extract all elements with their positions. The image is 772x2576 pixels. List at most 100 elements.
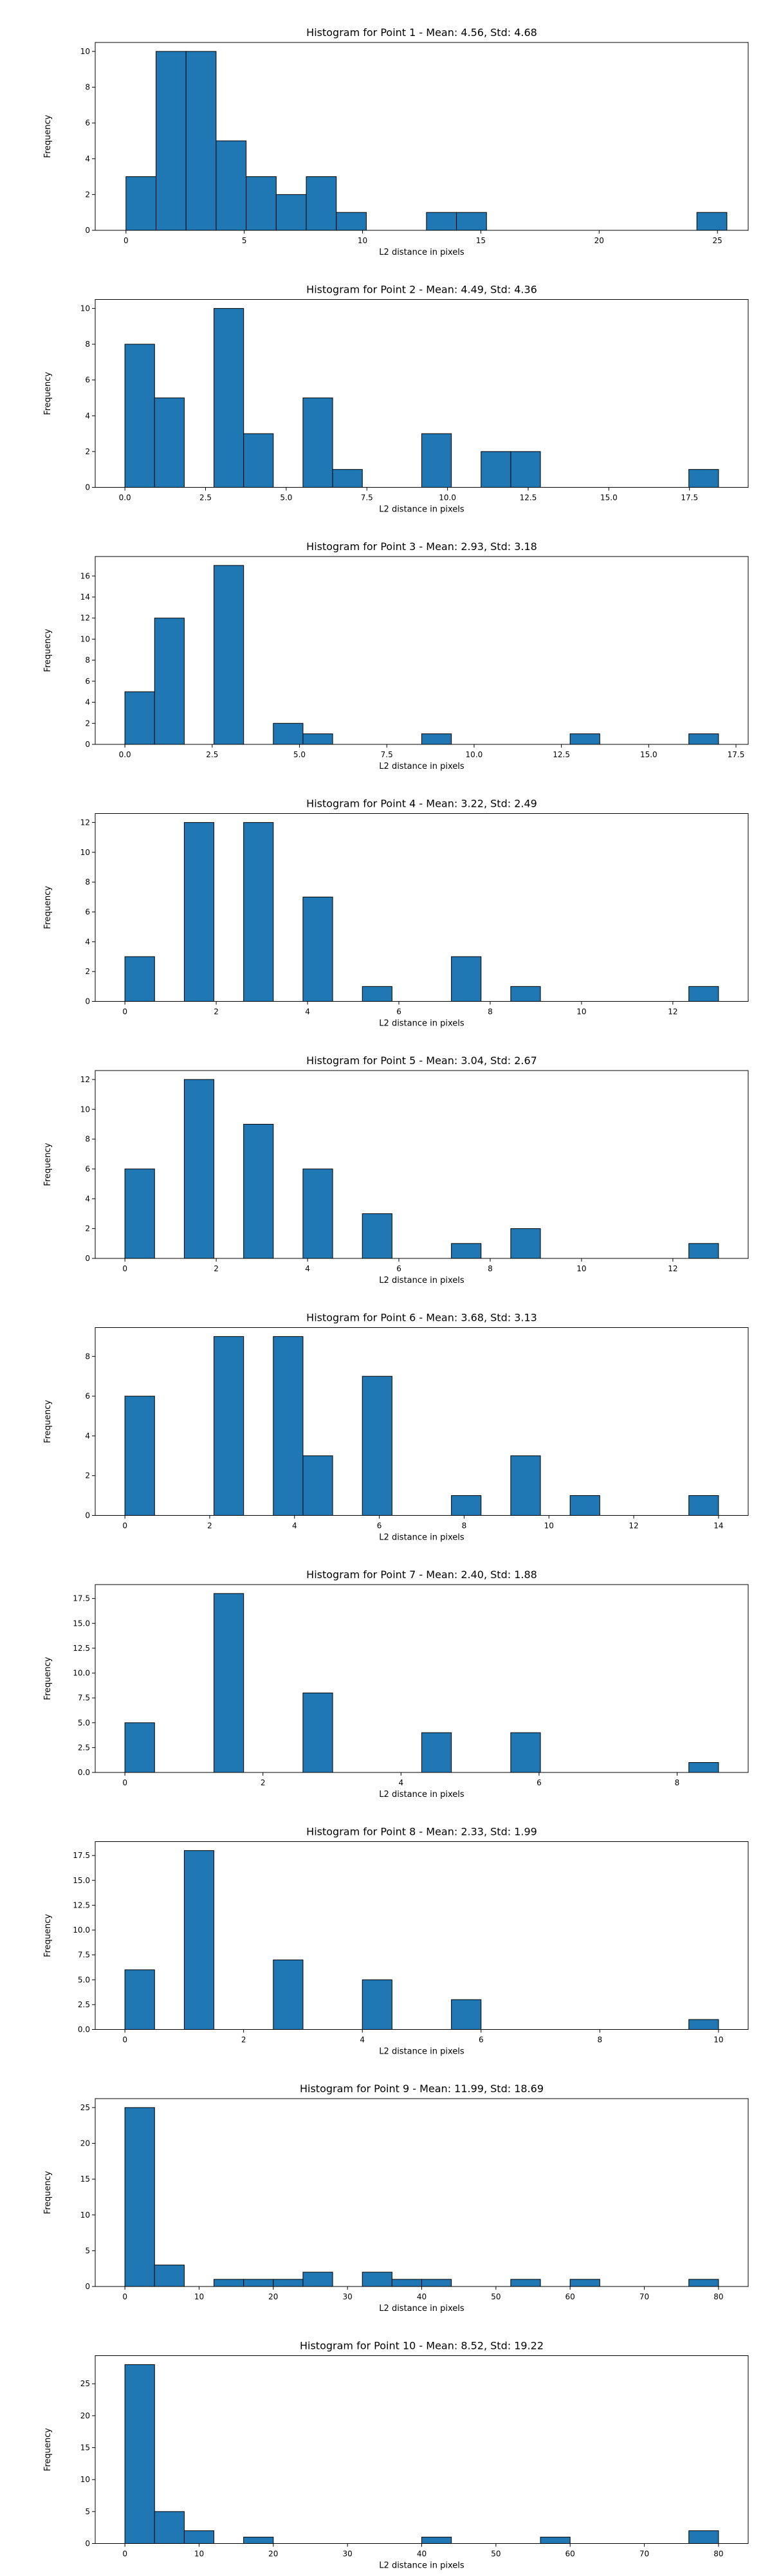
y-tick-label: 10	[80, 304, 90, 313]
y-axis-label: Frequency	[43, 629, 53, 672]
histogram-bar	[183, 1079, 215, 1259]
y-tick-label: 0.0	[78, 1768, 90, 1777]
y-tick-label: 0	[85, 2539, 90, 2548]
axes-frame	[95, 2098, 749, 2287]
histogram-bar	[302, 397, 333, 488]
histogram-bar	[696, 212, 728, 231]
x-tick-label: 60	[565, 2292, 575, 2301]
histogram-bar	[243, 1123, 274, 1259]
histogram-bar	[302, 1168, 333, 1259]
x-tick-label: 8	[675, 1778, 680, 1787]
y-tick-label: 4	[85, 937, 90, 946]
x-tick-label: 8	[488, 1264, 493, 1273]
x-tick-label: 70	[639, 2550, 649, 2559]
chart-title: Histogram for Point 8 - Mean: 2.33, Std:…	[306, 1826, 537, 1838]
y-tick-label: 8	[85, 83, 90, 92]
histogram-bar	[243, 822, 274, 1002]
x-tick-label: 4	[398, 1778, 403, 1787]
histogram-bars	[124, 2364, 719, 2544]
histogram-bar	[510, 1228, 541, 1259]
histogram-panel-5: 0 2 4 6 8 10 12 0 2 4 6 8 10 12 Histogram for Point 5 …	[43, 1054, 749, 1285]
y-tick-label: 20	[80, 2139, 90, 2148]
histogram-bar	[688, 469, 719, 488]
y-tick-label: 5	[85, 2246, 90, 2255]
histogram-bar	[421, 2279, 452, 2287]
chart-title: Histogram for Point 2 - Mean: 4.49, Std:…	[306, 284, 537, 296]
x-tick-label: 4	[305, 1264, 310, 1273]
chart-title: Histogram for Point 7 - Mean: 2.40, Std:…	[306, 1569, 537, 1581]
histogram-bar	[124, 1722, 155, 1773]
x-axis-label: L2 distance in pixels	[379, 2047, 464, 2057]
histogram-bar	[688, 2279, 719, 2287]
histogram-bar	[124, 2364, 155, 2544]
y-tick-label: 14	[80, 593, 90, 602]
y-tick-label: 0	[85, 1511, 90, 1520]
histogram-bars	[124, 1079, 719, 1259]
axes-frame	[95, 1327, 749, 1516]
y-tick-label: 20	[80, 2411, 90, 2420]
y-axis-label: Frequency	[43, 115, 53, 158]
histogram-bar	[688, 1762, 719, 1773]
y-tick-label: 2	[85, 1471, 90, 1480]
histogram-bar	[154, 2511, 185, 2544]
y-tick-label: 10	[80, 2211, 90, 2220]
y-tick-label: 0	[85, 483, 90, 492]
axes-frame	[95, 42, 749, 231]
x-tick-label: 2	[207, 1522, 212, 1531]
histogram-panel-9: 0 10 20 30 40 50 60 70 80 0 5 10 15 20 25 Histogram for…	[43, 2083, 749, 2314]
y-tick-label: 2.5	[78, 2000, 90, 2009]
x-tick-label: 6	[396, 1264, 401, 1273]
y-axis-label: Frequency	[43, 1914, 53, 1957]
x-tick-label: 8	[488, 1007, 493, 1017]
histogram-bar	[306, 176, 337, 231]
histogram-bar	[214, 308, 244, 488]
x-tick-label: 20	[594, 236, 604, 245]
axes-frame	[95, 813, 749, 1002]
x-tick-label: 15.0	[640, 750, 657, 759]
x-tick-label: 2.5	[199, 493, 212, 502]
x-tick-label: 25	[713, 236, 722, 245]
histogram-bar	[275, 194, 307, 231]
x-tick-label: 17.5	[681, 493, 698, 502]
x-tick-label: 0	[122, 1007, 127, 1017]
histogram-bar	[510, 451, 541, 488]
x-axis-label: L2 distance in pixels	[379, 2561, 464, 2571]
chart-title: Histogram for Point 1 - Mean: 4.56, Std:…	[306, 26, 537, 39]
y-axis-label: Frequency	[43, 1143, 53, 1186]
y-tick-label: 2	[85, 719, 90, 728]
histogram-bar	[302, 733, 333, 745]
histogram-bar	[688, 986, 719, 1002]
x-axis-label: L2 distance in pixels	[379, 1276, 464, 1285]
x-tick-label: 6	[396, 1007, 401, 1017]
histogram-bar	[124, 956, 155, 1002]
y-tick-label: 5	[85, 2507, 90, 2516]
x-tick-label: 0	[122, 2550, 127, 2559]
histogram-bar	[243, 433, 274, 488]
histogram-bar	[185, 51, 217, 231]
x-tick-label: 50	[491, 2550, 501, 2559]
histogram-bar	[214, 565, 244, 745]
histogram-bar	[451, 1999, 482, 2030]
histogram-bar	[451, 1495, 482, 1516]
x-tick-label: 4	[305, 1007, 310, 1017]
x-tick-label: 10	[544, 1522, 554, 1531]
x-tick-label: 10	[576, 1007, 586, 1017]
y-tick-label: 2	[85, 967, 90, 976]
histogram-bar	[421, 1732, 452, 1773]
axes-frame	[95, 1841, 749, 2030]
histogram-bar	[124, 1395, 155, 1516]
x-tick-label: 2	[214, 1007, 219, 1017]
histogram-bars	[124, 822, 719, 1002]
x-tick-label: 15.0	[600, 493, 618, 502]
axes-frame	[95, 1584, 749, 1773]
y-tick-label: 5.0	[78, 1718, 90, 1727]
x-axis-label: L2 distance in pixels	[379, 1533, 464, 1543]
y-tick-label: 10.0	[73, 1926, 90, 1935]
histogram-bar	[510, 1455, 541, 1516]
x-tick-label: 10	[576, 1264, 586, 1273]
x-tick-label: 5.0	[280, 493, 292, 502]
x-tick-label: 30	[343, 2550, 353, 2559]
histogram-bar	[154, 397, 185, 488]
histogram-bar	[688, 733, 719, 745]
histogram-bar	[451, 956, 482, 1002]
